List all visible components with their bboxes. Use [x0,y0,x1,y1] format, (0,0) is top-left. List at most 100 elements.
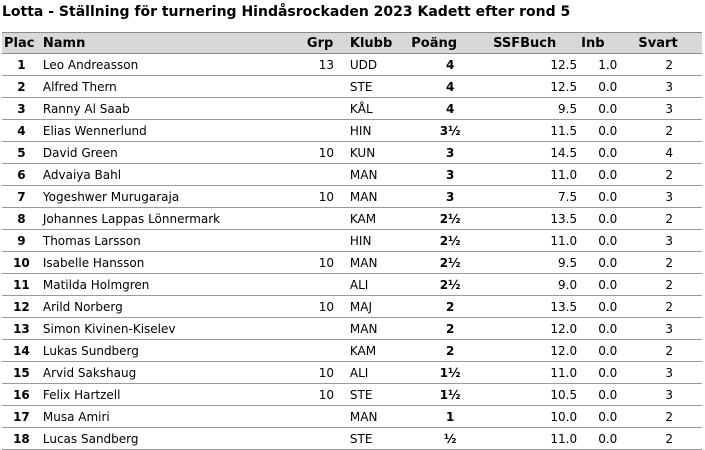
cell-poang: 3 [409,185,492,208]
cell-inb: 0.0 [579,383,637,406]
cell-grp [304,207,348,230]
cell-plac: 3 [2,97,41,120]
cell-ssfbuch: 12.5 [491,53,580,76]
cell-svart: 3 [636,383,702,406]
cell-plac: 5 [2,141,41,164]
table-body: 1 Leo Andreasson 13 UDD 4 12.5 1.0 2 2 Alfred The… [2,53,702,450]
table-row: 10 Isabelle Hansson 10 MAN 2½ 9.5 0.0 2 [2,251,702,274]
cell-svart: 2 [636,339,702,362]
header-ssfbuch: SSFBuch [491,32,580,54]
cell-namn: Felix Hartzell [40,383,305,406]
cell-klubb: ALI [347,361,410,384]
cell-klubb: UDD [347,53,410,76]
cell-klubb: MAN [347,163,410,186]
cell-klubb: KAM [347,339,410,362]
table-header-row: Plac Namn Grp Klubb Poäng SSFBuch Inb Sv… [2,32,702,54]
cell-poang: 2½ [409,251,492,274]
standings-table: Plac Namn Grp Klubb Poäng SSFBuch Inb Sv… [2,32,702,450]
cell-plac: 13 [2,317,41,340]
cell-grp: 10 [304,251,348,274]
table-row: 18 Lucas Sandberg STE ½ 11.0 0.0 2 [2,427,702,450]
header-klubb: Klubb [347,32,410,54]
cell-ssfbuch: 13.5 [491,295,580,318]
cell-svart: 2 [636,207,702,230]
cell-ssfbuch: 9.5 [491,97,580,120]
cell-namn: Isabelle Hansson [40,251,305,274]
cell-plac: 17 [2,405,41,428]
cell-namn: Matilda Holmgren [40,273,305,296]
cell-grp [304,405,348,428]
header-namn: Namn [40,32,305,54]
cell-plac: 1 [2,53,41,76]
cell-grp [304,317,348,340]
cell-klubb: MAN [347,405,410,428]
cell-ssfbuch: 7.5 [491,185,580,208]
cell-poang: 4 [409,97,492,120]
cell-inb: 0.0 [579,317,637,340]
cell-klubb: STE [347,383,410,406]
cell-plac: 9 [2,229,41,252]
cell-grp [304,427,348,450]
cell-ssfbuch: 9.0 [491,273,580,296]
cell-klubb: KAM [347,207,410,230]
cell-svart: 2 [636,53,702,76]
cell-poang: 3½ [409,119,492,142]
page-title: Lotta - Ställning för turnering Hindåsro… [2,4,571,20]
cell-namn: Johannes Lappas Lönnermark [40,207,305,230]
table-row: 12 Arild Norberg 10 MAJ 2 13.5 0.0 2 [2,295,702,318]
cell-namn: Alfred Thern [40,75,305,98]
cell-svart: 3 [636,317,702,340]
cell-ssfbuch: 12.0 [491,317,580,340]
cell-plac: 4 [2,119,41,142]
cell-inb: 0.0 [579,163,637,186]
cell-inb: 0.0 [579,339,637,362]
cell-inb: 0.0 [579,185,637,208]
cell-svart: 2 [636,405,702,428]
cell-plac: 16 [2,383,41,406]
header-svart: Svart [636,32,702,54]
cell-grp: 10 [304,295,348,318]
cell-plac: 12 [2,295,41,318]
cell-namn: Thomas Larsson [40,229,305,252]
cell-inb: 0.0 [579,119,637,142]
cell-grp [304,273,348,296]
cell-grp [304,339,348,362]
cell-namn: Arvid Sakshaug [40,361,305,384]
cell-inb: 0.0 [579,361,637,384]
cell-ssfbuch: 11.0 [491,229,580,252]
table-row: 16 Felix Hartzell 10 STE 1½ 10.5 0.0 3 [2,383,702,406]
cell-plac: 8 [2,207,41,230]
cell-grp: 10 [304,141,348,164]
cell-namn: Elias Wennerlund [40,119,305,142]
table-row: 2 Alfred Thern STE 4 12.5 0.0 3 [2,75,702,98]
cell-inb: 0.0 [579,251,637,274]
table-row: 6 Advaiya Bahl MAN 3 11.0 0.0 2 [2,163,702,186]
cell-namn: David Green [40,141,305,164]
cell-klubb: STE [347,75,410,98]
cell-klubb: KÅL [347,97,410,120]
cell-plac: 15 [2,361,41,384]
table-row: 7 Yogeshwer Murugaraja 10 MAN 3 7.5 0.0 3 [2,185,702,208]
cell-poang: 1½ [409,383,492,406]
cell-grp [304,97,348,120]
table-row: 1 Leo Andreasson 13 UDD 4 12.5 1.0 2 [2,53,702,76]
cell-svart: 2 [636,251,702,274]
cell-namn: Musa Amiri [40,405,305,428]
cell-klubb: KUN [347,141,410,164]
cell-klubb: MAN [347,185,410,208]
cell-klubb: MAN [347,317,410,340]
cell-ssfbuch: 14.5 [491,141,580,164]
cell-poang: 2 [409,317,492,340]
cell-namn: Yogeshwer Murugaraja [40,185,305,208]
table-row: 14 Lukas Sundberg KAM 2 12.0 0.0 2 [2,339,702,362]
cell-plac: 7 [2,185,41,208]
cell-svart: 2 [636,163,702,186]
cell-namn: Lucas Sandberg [40,427,305,450]
cell-inb: 0.0 [579,273,637,296]
cell-svart: 3 [636,75,702,98]
cell-namn: Advaiya Bahl [40,163,305,186]
cell-grp: 10 [304,383,348,406]
cell-poang: 3 [409,141,492,164]
table-row: 17 Musa Amiri MAN 1 10.0 0.0 2 [2,405,702,428]
cell-klubb: MAJ [347,295,410,318]
